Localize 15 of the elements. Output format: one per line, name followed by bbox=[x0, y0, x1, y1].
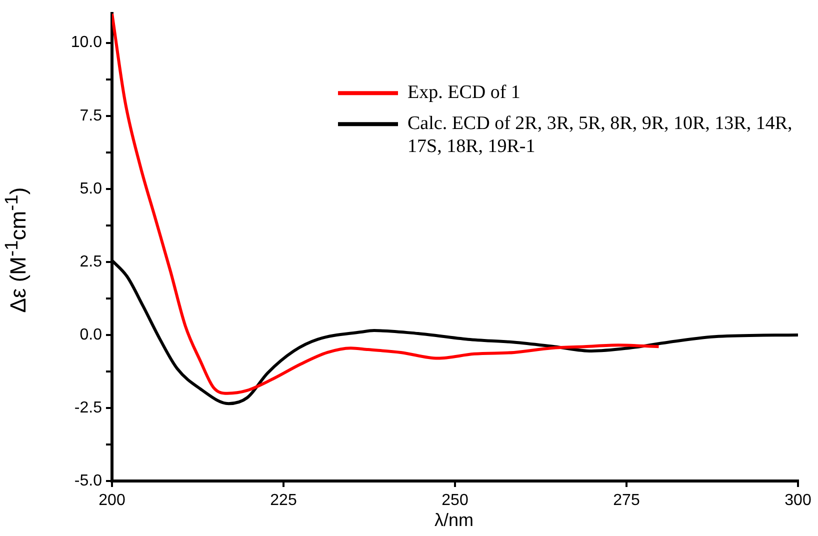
x-tick-label: 275 bbox=[613, 492, 640, 510]
legend-label: Exp. ECD of 1 bbox=[408, 82, 520, 104]
y-tick-label: -5.0 bbox=[74, 472, 102, 490]
x-tick-label: 250 bbox=[442, 492, 468, 510]
x-tick-label: 225 bbox=[270, 492, 297, 510]
x-axis-title: λ/nm bbox=[433, 510, 474, 531]
y-tick-label: 10.0 bbox=[70, 34, 102, 52]
y-tick-label: -2.5 bbox=[74, 399, 102, 416]
x-tick-label: 200 bbox=[98, 492, 126, 510]
y-tick-label: 5.0 bbox=[80, 180, 102, 198]
y-tick-label: 2.5 bbox=[80, 253, 102, 270]
x-tick-label: 300 bbox=[784, 492, 812, 510]
y-tick-label: 0.0 bbox=[80, 326, 102, 344]
legend-label: Calc. ECD of 2R, 3R, 5R, 8R, 9R, 10R, 13R, 14R, 17S, 18R, 19R-1 bbox=[408, 113, 792, 157]
y-tick-label: 7.5 bbox=[80, 107, 102, 124]
